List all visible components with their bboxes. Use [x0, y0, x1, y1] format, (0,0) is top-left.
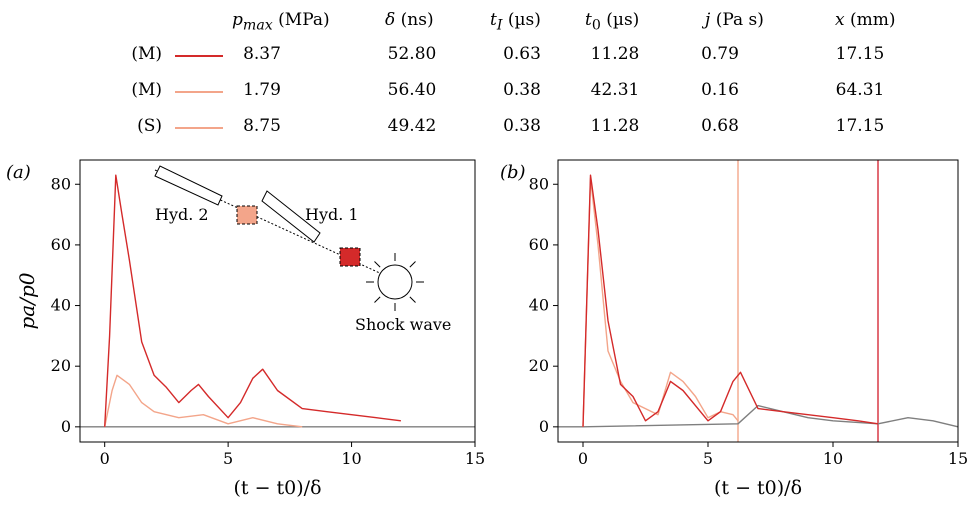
y-tick-label: 40 — [51, 296, 71, 315]
y-tick-label: 40 — [529, 296, 549, 315]
table-cell: 42.31 — [590, 80, 640, 100]
x-tick-label: 15 — [465, 449, 485, 468]
x-axis-label: (t − t0)/δ — [714, 477, 802, 499]
header-pmax: pmax (MPa) — [232, 10, 330, 34]
axis-dotted-line — [154, 169, 396, 281]
table-cell: 0.63 — [503, 44, 541, 64]
shock-arrow — [409, 261, 416, 268]
plot-frame — [557, 159, 959, 443]
hydrophone-2-body — [154, 165, 223, 206]
x-tick-label: 5 — [223, 449, 233, 468]
table-cell: 0.16 — [701, 80, 739, 100]
shock-arrow — [409, 296, 416, 303]
table-cell: 11.28 — [590, 44, 640, 64]
hyd2-label: Hyd. 2 — [155, 205, 209, 224]
row-swatch — [175, 55, 223, 57]
series-line-0 — [558, 404, 959, 428]
y-tick-label: 0 — [539, 417, 549, 436]
table-cell: 1.79 — [243, 80, 281, 100]
series-line-2 — [104, 174, 401, 427]
header-j: j (Pa s) — [705, 10, 764, 30]
table-cell: 8.75 — [243, 116, 281, 136]
header-t0: t0 (µs) — [585, 10, 640, 34]
x-tick-label: 5 — [703, 449, 713, 468]
y-tick-label: 60 — [529, 235, 549, 254]
x-tick-label: 10 — [341, 449, 361, 468]
y-tick-label: 20 — [51, 356, 71, 375]
x-tick-label: 15 — [948, 449, 968, 468]
table-cell: 17.15 — [835, 116, 885, 136]
header-tI: tI (µs) — [490, 10, 541, 34]
panel-label: (b) — [500, 162, 526, 183]
shock-arrow — [374, 296, 381, 303]
row-tag: (M) — [131, 80, 162, 100]
y-tick-label: 60 — [51, 235, 71, 254]
table-cell: 0.68 — [701, 116, 739, 136]
y-tick-label: 20 — [529, 356, 549, 375]
header-x: x (mm) — [835, 10, 896, 30]
plot-frame — [79, 159, 476, 443]
hydrophone-inset: Hyd. 2 Hyd. 1 Shock wave — [154, 165, 451, 334]
table-cell: 56.40 — [387, 80, 437, 100]
x-axis-label: (t − t0)/δ — [233, 477, 321, 499]
table-cell: 0.38 — [503, 116, 541, 136]
shock-arrow — [374, 261, 381, 268]
table-cell: 49.42 — [387, 116, 437, 136]
x-tick-label: 0 — [578, 449, 588, 468]
row-tag: (M) — [131, 44, 162, 64]
hyd1-label: Hyd. 1 — [305, 205, 359, 224]
series-line-1 — [582, 177, 739, 427]
y-tick-label: 80 — [51, 174, 71, 193]
row-tag: (S) — [137, 116, 162, 136]
parameter-table: pmax (MPa) δ (ns) tI (µs) t0 (µs) j (Pa … — [0, 0, 975, 150]
table-cell: 11.28 — [590, 116, 640, 136]
panel-b: 0 5 10 15 0 20 40 60 80(b) (t − t0)/δ — [500, 159, 968, 499]
table-cell: 52.80 — [387, 44, 437, 64]
series-line-1 — [104, 374, 303, 428]
hydrophone-2-tip — [236, 205, 258, 225]
series-line-2 — [582, 174, 879, 427]
row-swatch — [175, 91, 223, 93]
shockwave-label: Shock wave — [355, 315, 451, 334]
x-tick-label: 10 — [823, 449, 843, 468]
shock-source-circle — [377, 264, 413, 300]
table-cell: 17.15 — [835, 44, 885, 64]
x-tick-label: 0 — [100, 449, 110, 468]
table-cell: 64.31 — [835, 80, 885, 100]
header-delta: δ (ns) — [385, 10, 434, 30]
table-cell: 0.38 — [503, 80, 541, 100]
hydrophone-1-body — [261, 190, 321, 243]
table-cell: 8.37 — [243, 44, 281, 64]
y-axis-label: pa/p0 — [15, 272, 39, 329]
row-swatch — [175, 127, 223, 129]
y-tick-label: 0 — [61, 417, 71, 436]
panel-label: (a) — [6, 162, 31, 183]
hydrophone-1-tip — [339, 247, 361, 267]
table-cell: 0.79 — [701, 44, 739, 64]
y-tick-label: 80 — [529, 174, 549, 193]
